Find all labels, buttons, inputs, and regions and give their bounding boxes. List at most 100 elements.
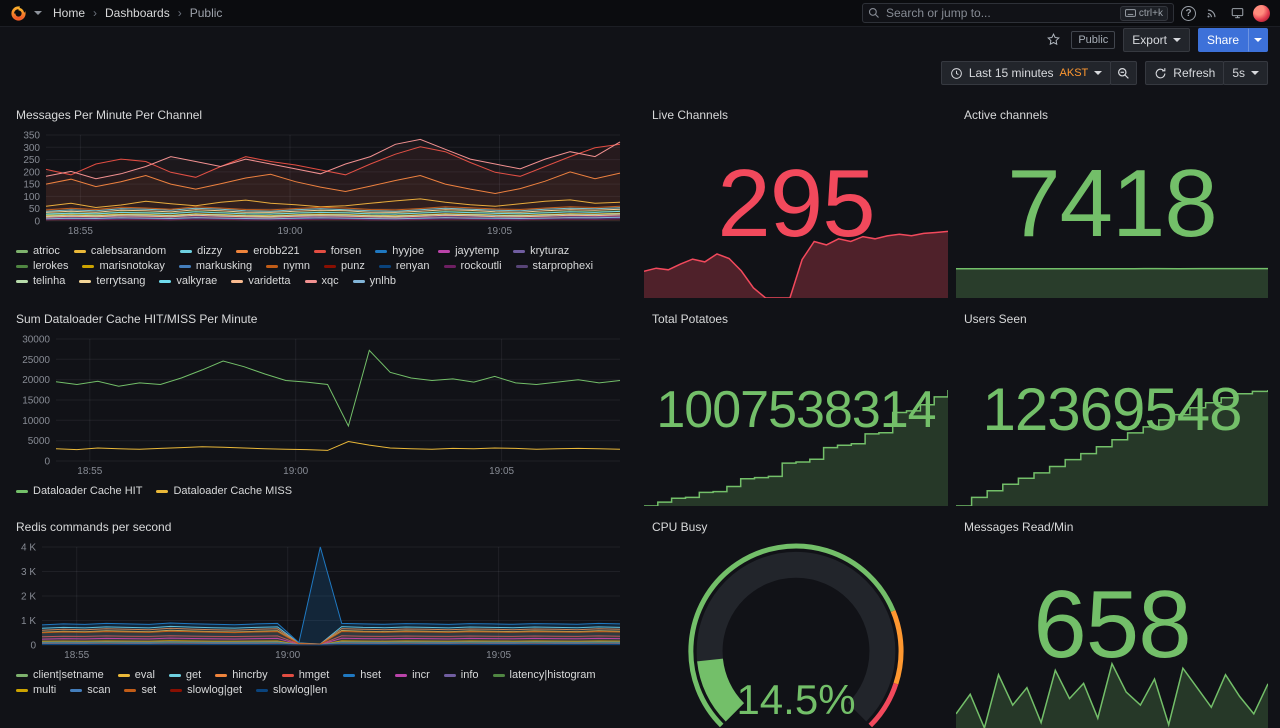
legend-item[interactable]: scan xyxy=(70,684,110,696)
breadcrumb-dashboards[interactable]: Dashboards xyxy=(105,6,170,20)
legend-label: multi xyxy=(33,684,57,696)
search-input[interactable]: Search or jump to... ctrl+k xyxy=(862,3,1174,23)
panel-dataloader-cache: Sum Dataloader Cache HIT/MISS Per Minute… xyxy=(8,306,636,506)
rss-icon[interactable] xyxy=(1203,4,1221,22)
redis-chart[interactable]: 0 1 K 2 K 3 K 4 K 18:55 19:00 19:05 xyxy=(16,543,628,661)
legend-item[interactable]: hincrby xyxy=(215,669,268,681)
legend-item[interactable]: calebsarandom xyxy=(73,245,167,257)
legend-item[interactable]: slowlog|len xyxy=(256,684,327,696)
legend-item[interactable]: terrytsang xyxy=(79,275,145,287)
legend-swatch xyxy=(16,489,28,493)
legend-item[interactable]: latency|histogram xyxy=(492,669,596,681)
legend-item[interactable]: slowlog|get xyxy=(170,684,242,696)
legend-item[interactable]: forsen xyxy=(313,245,361,257)
svg-text:0: 0 xyxy=(30,641,36,652)
legend-item[interactable]: get xyxy=(168,669,202,681)
chevron-down-icon[interactable] xyxy=(34,11,42,15)
svg-text:18:55: 18:55 xyxy=(64,650,89,661)
svg-text:50: 50 xyxy=(29,204,41,215)
legend-label: client|setname xyxy=(33,669,104,681)
refresh-group: Refresh 5s xyxy=(1145,61,1268,85)
panel-redis-commands: Redis commands per second 0 1 K 2 K 3 K 4 K 1… xyxy=(8,514,636,728)
legend-item[interactable]: starprophexi xyxy=(515,260,594,272)
live-channels-sparkline xyxy=(644,102,948,298)
svg-text:19:00: 19:00 xyxy=(283,466,308,477)
messages-chart[interactable]: 0 50 100 150 200 250 300 350 18:55 19:00 19:05 xyxy=(16,131,628,237)
legend-label: varidetta xyxy=(248,275,291,287)
messages-legend: atrioc calebsarandom dizzy erobb221 forsen hy… xyxy=(16,245,628,287)
legend-label: calebsarandom xyxy=(90,245,167,257)
monitor-icon[interactable] xyxy=(1228,4,1246,22)
svg-text:350: 350 xyxy=(23,131,40,142)
user-avatar[interactable] xyxy=(1253,4,1270,22)
legend-item[interactable]: renyan xyxy=(378,260,430,272)
legend-swatch xyxy=(438,249,451,253)
legend-label: hmget xyxy=(298,669,330,681)
legend-item[interactable]: kryturaz xyxy=(513,245,569,257)
dataloader-chart[interactable]: 0 5000 10000 15000 20000 25000 30000 18:55 19:00… xyxy=(16,335,628,477)
svg-text:150: 150 xyxy=(23,180,40,191)
panel-title: CPU Busy xyxy=(652,520,708,534)
legend-item[interactable]: nymn xyxy=(266,260,310,272)
shortcut-badge: ctrl+k xyxy=(1119,5,1168,21)
time-range-picker[interactable]: Last 15 minutes AKST xyxy=(940,61,1112,85)
legend-item[interactable]: atrioc xyxy=(16,245,60,257)
legend-label: starprophexi xyxy=(532,260,594,272)
legend-item[interactable]: erobb221 xyxy=(236,245,300,257)
time-picker-group: Last 15 minutes AKST xyxy=(940,61,1138,85)
legend-item[interactable]: dizzy xyxy=(180,245,222,257)
legend-item[interactable]: hmget xyxy=(281,669,330,681)
legend-swatch xyxy=(16,673,28,677)
legend-label: scan xyxy=(87,684,111,696)
legend-label: marisnotokay xyxy=(99,260,165,272)
panel-cpu-busy: CPU Busy 14.5% xyxy=(644,514,948,728)
legend-label: Dataloader Cache HIT xyxy=(33,485,143,497)
legend-swatch xyxy=(168,673,181,677)
legend-swatch xyxy=(352,279,365,283)
star-button[interactable] xyxy=(1044,30,1063,49)
messages-read-sparkline xyxy=(956,514,1268,728)
legend-item[interactable]: valkyrae xyxy=(159,275,217,287)
legend-item[interactable]: lerokes xyxy=(16,260,68,272)
legend-item[interactable]: rockoutli xyxy=(443,260,502,272)
zoom-out-button[interactable] xyxy=(1110,61,1138,85)
legend-item[interactable]: ynlhb xyxy=(352,275,396,287)
legend-item[interactable]: varidetta xyxy=(231,275,291,287)
legend-swatch xyxy=(256,688,269,692)
legend-item[interactable]: punz xyxy=(324,260,365,272)
legend-item[interactable]: hyyjoe xyxy=(375,245,424,257)
legend-item[interactable]: jayytemp xyxy=(438,245,499,257)
share-menu-button[interactable] xyxy=(1248,27,1268,52)
legend-item[interactable]: hset xyxy=(343,669,381,681)
legend-item[interactable]: info xyxy=(443,669,479,681)
svg-text:15000: 15000 xyxy=(22,396,50,407)
total-potatoes-value: 1007538314 xyxy=(656,381,936,439)
legend-item[interactable]: incr xyxy=(395,669,430,681)
legend-label: get xyxy=(185,669,202,681)
legend-item[interactable]: telinha xyxy=(16,275,65,287)
legend-item[interactable]: multi xyxy=(16,684,56,696)
legend-item[interactable]: set xyxy=(124,684,156,696)
breadcrumb-home[interactable]: Home xyxy=(53,6,86,20)
legend-item[interactable]: Dataloader Cache HIT xyxy=(16,485,142,497)
share-button[interactable]: Share xyxy=(1197,27,1248,52)
panel-title: Redis commands per second xyxy=(16,520,172,534)
legend-item[interactable]: eval xyxy=(117,669,155,681)
panel-messages-read: Messages Read/Min 658 xyxy=(956,514,1268,728)
legend-item[interactable]: xqc xyxy=(304,275,339,287)
refresh-button[interactable]: Refresh xyxy=(1145,61,1225,85)
legend-item[interactable]: marisnotokay xyxy=(82,260,165,272)
refresh-interval-button[interactable]: 5s xyxy=(1223,61,1268,85)
grafana-logo[interactable] xyxy=(10,5,27,22)
svg-text:2 K: 2 K xyxy=(21,592,36,603)
legend-swatch xyxy=(443,673,456,677)
legend-label: valkyrae xyxy=(176,275,218,287)
svg-text:18:55: 18:55 xyxy=(77,466,102,477)
legend-item[interactable]: markusking xyxy=(178,260,252,272)
legend-item[interactable]: client|setname xyxy=(16,669,104,681)
legend-label: erobb221 xyxy=(253,245,300,257)
export-button[interactable]: Export xyxy=(1123,27,1190,52)
search-placeholder: Search or jump to... xyxy=(886,6,991,20)
legend-item[interactable]: Dataloader Cache MISS xyxy=(156,485,292,497)
help-icon[interactable]: ? xyxy=(1181,5,1196,21)
